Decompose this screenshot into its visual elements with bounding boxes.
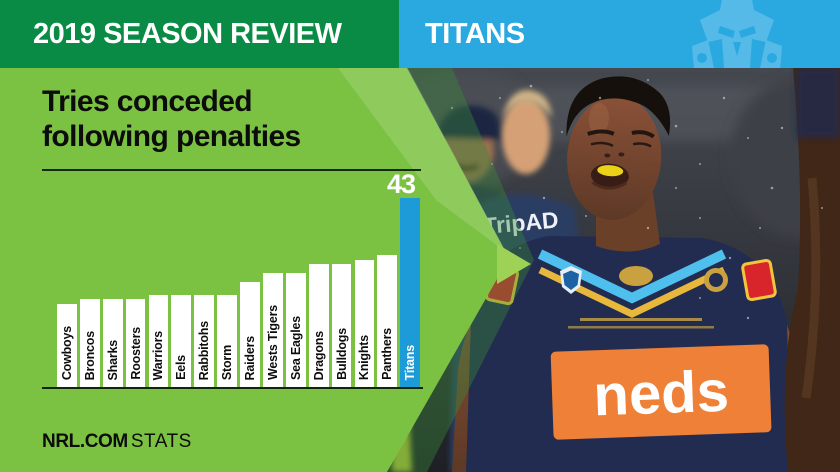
- brand-bold: NRL.COM: [42, 431, 128, 452]
- bar-eels: Eels: [171, 177, 192, 387]
- bar-sea-eagles: Sea Eagles: [285, 177, 306, 387]
- bar-rect: [217, 294, 238, 387]
- bar-rect: [125, 299, 146, 387]
- bar-roosters: Roosters: [125, 177, 146, 387]
- bar-label: Panthers: [380, 328, 395, 380]
- bar-rect: [240, 281, 260, 387]
- bar-cowboys: Cowboys: [57, 177, 77, 387]
- bar-label: Dragons: [311, 330, 326, 380]
- chest-gold-logo: [619, 266, 653, 286]
- bar-panthers: Panthers: [377, 177, 398, 387]
- bar-bulldogs: Bulldogs: [331, 177, 352, 387]
- bar-label: Broncos: [82, 330, 97, 380]
- bar-rect: [400, 198, 421, 387]
- bar-label: Raiders: [243, 335, 258, 380]
- bar-label: Eels: [174, 355, 189, 380]
- bar-label: Wests Tigers: [265, 305, 280, 380]
- nrl-stats-logo: NRL.COM STATS: [42, 431, 192, 453]
- second-player-arm: [784, 68, 840, 472]
- chart-panel: [0, 68, 509, 472]
- header-team: TITANS: [399, 0, 840, 68]
- main-player: neds: [452, 76, 798, 472]
- season-title: 2019 SEASON REVIEW: [33, 17, 342, 50]
- bar-wests-tigers: Wests Tigers: [263, 177, 283, 387]
- bar-label: Sharks: [105, 339, 120, 381]
- bar-rect: [79, 299, 100, 387]
- bar-titans: Titans: [400, 177, 421, 387]
- bar-rect: [57, 303, 77, 387]
- bar-sharks: Sharks: [102, 177, 123, 387]
- bar-storm: Storm: [217, 177, 238, 387]
- team-name: TITANS: [425, 17, 525, 50]
- bar-label: Knights: [357, 334, 372, 380]
- brand-regular: STATS: [130, 431, 192, 452]
- bar-label: Titans: [403, 344, 418, 380]
- bar-dragons: Dragons: [308, 177, 329, 387]
- bar-raiders: Raiders: [240, 177, 260, 387]
- bar-rect: [171, 294, 192, 387]
- bar-rect: [263, 272, 283, 387]
- bar-label: Sea Eagles: [288, 315, 303, 380]
- bar-rect: [285, 272, 306, 387]
- bar-label: Cowboys: [59, 325, 74, 380]
- header-season: 2019 SEASON REVIEW: [0, 0, 399, 68]
- bar-rect: [308, 263, 329, 387]
- chart-baseline: [42, 387, 423, 389]
- highlight-value-label: 43: [386, 169, 416, 199]
- rain: [450, 79, 823, 320]
- bar-rect: [148, 294, 169, 387]
- bar-warriors: Warriors: [148, 177, 169, 387]
- mouthguard: [597, 165, 624, 177]
- sleeve-patch-right: [741, 258, 777, 302]
- chart-top-rule: [42, 169, 421, 171]
- bar-broncos: Broncos: [79, 177, 100, 387]
- bar-label: Warriors: [151, 330, 166, 380]
- jersey-sponsor-text: neds: [592, 359, 730, 429]
- bar-rect: [194, 294, 215, 387]
- bar-rect: [354, 259, 375, 387]
- bar-rect: [377, 255, 398, 387]
- titans-crest-icon: [704, 268, 728, 292]
- titans-knight-helmet-icon: [692, 0, 782, 68]
- bar-rect: [102, 299, 123, 387]
- bar-label: Storm: [220, 344, 235, 380]
- bar-rabbitohs: Rabbitohs: [194, 177, 215, 387]
- bar-label: Rabbitohs: [197, 320, 212, 380]
- bar-label: Bulldogs: [334, 328, 349, 380]
- jersey-sponsor-panel: neds: [550, 344, 772, 440]
- bar-chart: Cowboys Broncos Sharks Roosters Warriors Eels…: [57, 177, 421, 387]
- bar-knights: Knights: [354, 177, 375, 387]
- nrl-badge-icon: [560, 266, 582, 294]
- chart-title: Tries conceded following penalties: [42, 85, 301, 153]
- bar-rect: [331, 263, 352, 387]
- bar-label: Roosters: [128, 327, 143, 380]
